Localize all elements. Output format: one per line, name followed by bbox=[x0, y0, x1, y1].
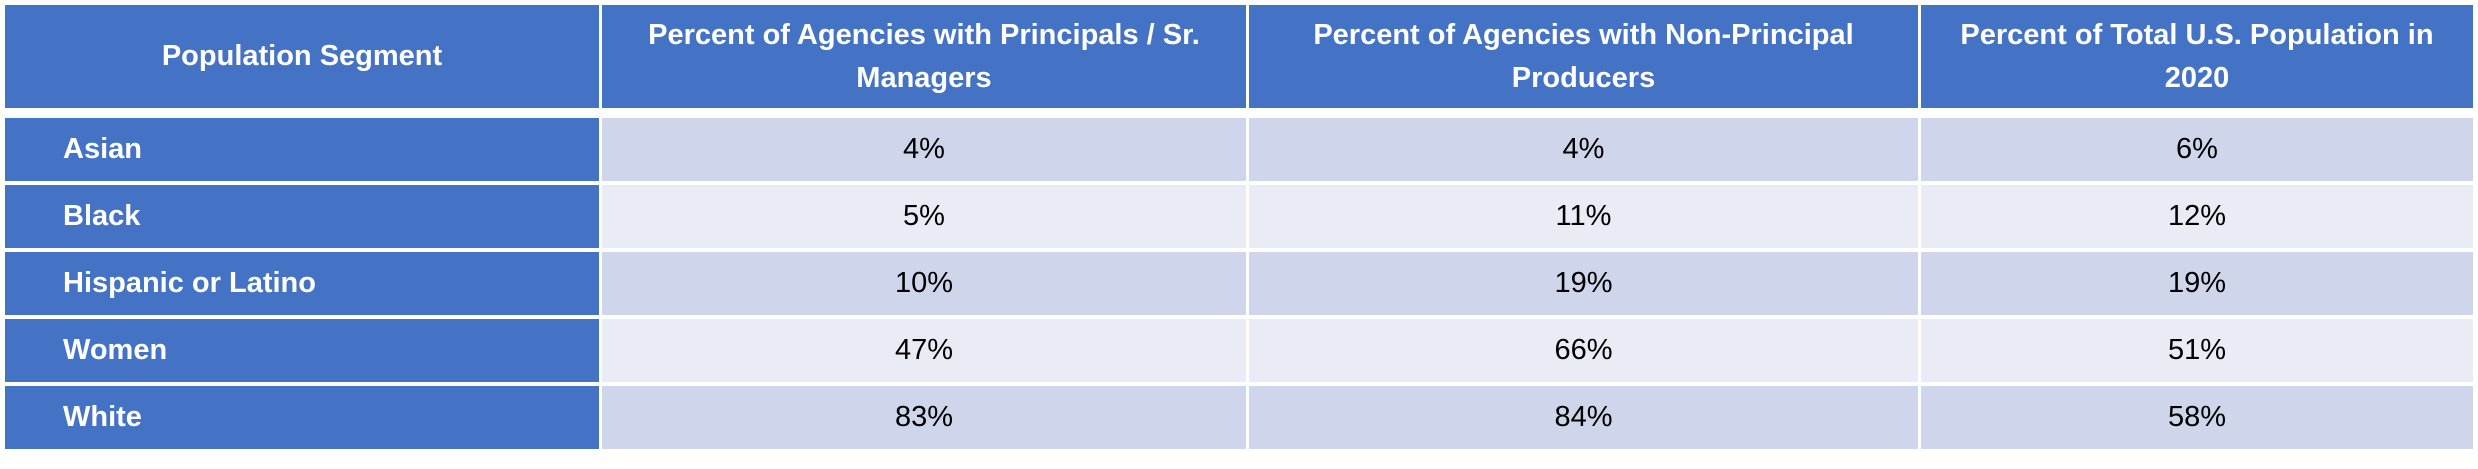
row-label: Women bbox=[5, 319, 599, 382]
data-cell: 84% bbox=[1249, 386, 1918, 449]
header-cell: Percent of Total U.S. Population in 2020 bbox=[1921, 5, 2473, 108]
data-cell: 58% bbox=[1921, 386, 2473, 449]
table: Population Segment Percent of Agencies wi… bbox=[5, 5, 2473, 449]
data-cell: 10% bbox=[602, 252, 1246, 315]
data-cell: 51% bbox=[1921, 319, 2473, 382]
data-cell: 19% bbox=[1921, 252, 2473, 315]
row-label: Hispanic or Latino bbox=[5, 252, 599, 315]
data-cell: 12% bbox=[1921, 185, 2473, 248]
data-cell: 47% bbox=[602, 319, 1246, 382]
data-cell: 83% bbox=[602, 386, 1246, 449]
data-cell: 11% bbox=[1249, 185, 1918, 248]
row-label: White bbox=[5, 386, 599, 449]
row-label: Black bbox=[5, 185, 599, 248]
data-cell: 5% bbox=[602, 185, 1246, 248]
data-cell: 19% bbox=[1249, 252, 1918, 315]
data-cell: 6% bbox=[1921, 118, 2473, 181]
header-cell: Population Segment bbox=[5, 5, 599, 108]
data-cell: 66% bbox=[1249, 319, 1918, 382]
header-cell: Percent of Agencies with Non-Principal P… bbox=[1249, 5, 1918, 108]
data-cell: 4% bbox=[1249, 118, 1918, 181]
row-label: Asian bbox=[5, 118, 599, 181]
data-cell: 4% bbox=[602, 118, 1246, 181]
header-cell: Percent of Agencies with Principals / Sr… bbox=[602, 5, 1246, 108]
